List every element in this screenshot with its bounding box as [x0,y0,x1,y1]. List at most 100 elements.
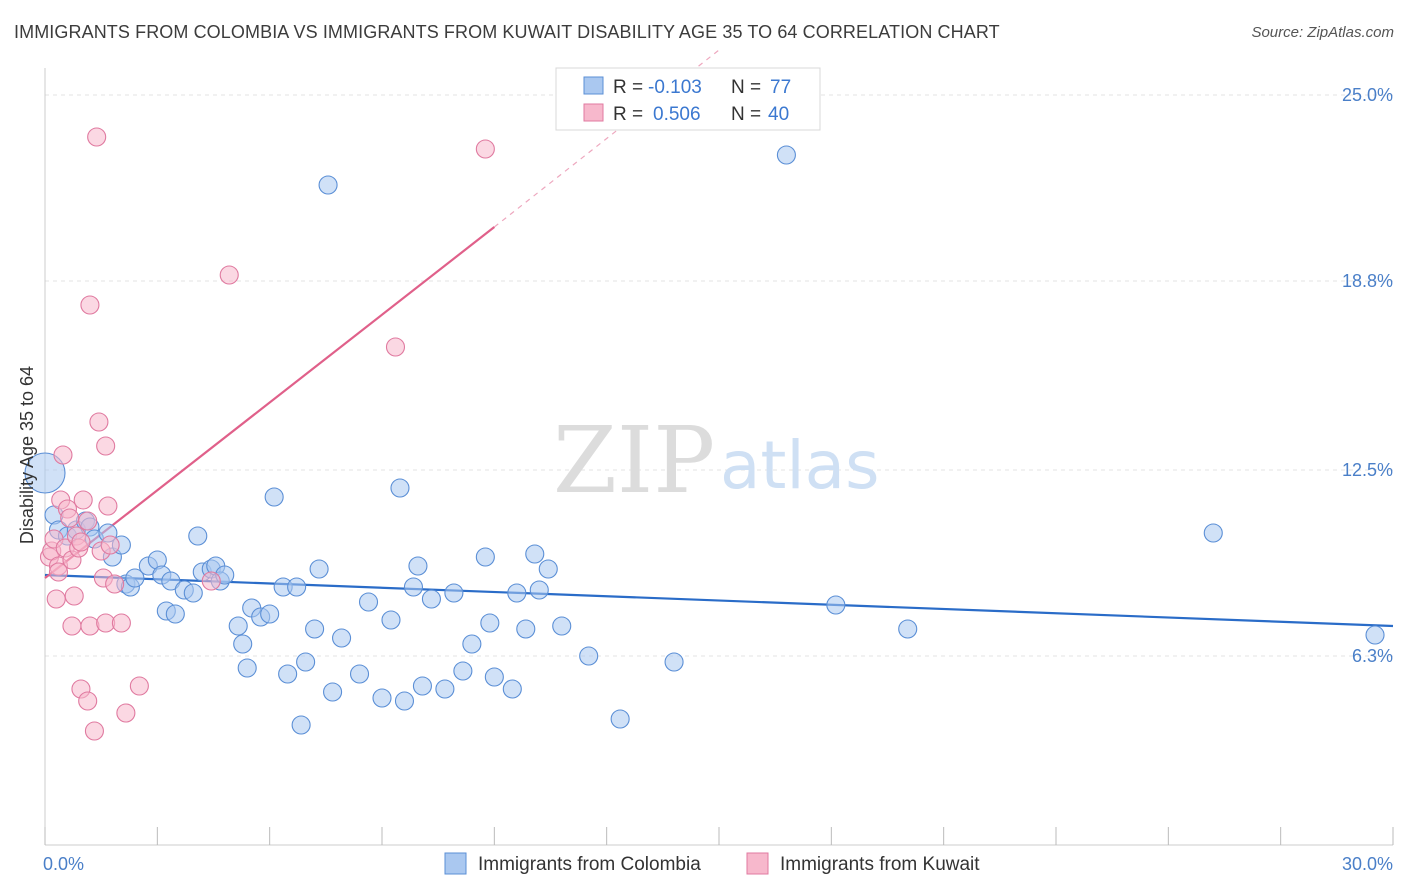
point-kuwait [105,574,125,594]
y-tick-label: 18.8% [1342,271,1393,291]
point-colombia [664,652,684,672]
trend-line-colombia [44,573,1394,628]
point-colombia [381,610,401,630]
point-colombia [529,580,549,600]
point-kuwait [385,337,406,357]
point-colombia [390,478,410,498]
point-colombia [516,619,536,639]
point-colombia [349,664,370,684]
bottom-legend-label-kuwait: Immigrants from Kuwait [780,854,980,875]
point-colombia [421,589,441,609]
y-axis-label: Disability Age 35 to 64 [17,366,37,544]
bottom-legend-swatch-kuwait [746,852,769,875]
legend-r-value-colombia: -0.103 [648,77,702,98]
point-colombia [323,682,343,702]
point-kuwait [111,613,131,633]
point-kuwait [80,616,100,636]
legend-r-value-kuwait: 0.506 [653,104,701,125]
point-colombia [552,616,572,636]
point-colombia [826,595,846,615]
watermark-zip: ZIP [553,407,715,514]
point-colombia [408,556,428,576]
point-colombia [296,652,316,672]
point-colombia [453,661,473,681]
point-colombia [475,547,495,567]
point-kuwait [53,445,73,465]
point-kuwait [219,265,239,285]
point-colombia [579,646,599,666]
point-kuwait [84,721,104,741]
point-kuwait [87,127,107,147]
point-colombia [188,526,208,546]
legend-n-label-kuwait: N = [731,104,761,125]
chart-source: Source: ZipAtlas.com [1251,24,1394,41]
point-colombia [372,688,392,708]
point-colombia [538,559,558,579]
x-tick-label: 30.0% [1342,854,1393,874]
legend-n-label-colombia: N = [731,77,761,98]
point-colombia [183,583,203,603]
point-colombia [125,568,145,588]
point-kuwait [475,139,495,159]
point-colombia [525,544,545,564]
y-tick-label: 12.5% [1342,460,1393,480]
point-colombia [462,634,482,654]
point-kuwait [64,586,84,606]
axes-layer [44,68,1394,846]
bottom-legend-swatch-colombia [444,852,467,875]
point-colombia [394,691,415,711]
point-kuwait [62,616,82,636]
point-kuwait [46,589,66,609]
trend-line-kuwait [44,226,496,579]
point-colombia [278,664,298,684]
point-colombia [502,679,522,699]
point-colombia [287,577,307,597]
legend-swatch-kuwait [583,103,604,122]
grid-layer [45,94,1393,657]
legend-n-value-colombia: 77 [770,77,791,98]
point-colombia [332,628,352,648]
chart-title: IMMIGRANTS FROM COLOMBIA VS IMMIGRANTS F… [14,22,1000,42]
point-colombia [776,145,796,165]
point-kuwait [78,691,98,711]
point-colombia [444,583,464,603]
legend-r-label-colombia: R = [613,77,643,98]
point-kuwait [116,703,136,723]
point-colombia [412,676,432,696]
point-kuwait [96,436,116,456]
trend-layer [44,49,1394,628]
legend-box: R = -0.103 N = 77 R = 0.506 N = 40 [555,67,821,131]
legend-r-label-kuwait: R = [613,104,643,125]
point-colombia [291,715,311,735]
watermark: ZIP atlas [553,407,880,514]
point-kuwait [129,676,149,696]
points-layer [24,127,1385,741]
x-tick-label: 0.0% [43,854,84,874]
point-colombia [161,571,181,591]
bottom-legend-label-colombia: Immigrants from Colombia [478,854,701,875]
point-colombia [480,613,500,633]
legend-swatch-colombia [583,76,604,95]
bottom-legend: Immigrants from Colombia Immigrants from… [444,852,980,875]
point-colombia [1203,523,1223,543]
point-colombia [305,619,325,639]
point-kuwait [100,535,120,555]
point-colombia [309,559,329,579]
point-kuwait [48,562,69,582]
point-colombia [24,452,66,494]
point-kuwait [98,496,118,516]
point-kuwait [80,295,100,315]
point-colombia [507,583,527,603]
point-colombia [237,658,257,678]
point-kuwait [201,571,221,591]
point-kuwait [73,490,93,510]
point-colombia [610,709,630,729]
point-colombia [435,679,455,699]
point-kuwait [71,532,91,552]
point-kuwait [78,511,98,531]
point-colombia [898,619,918,639]
watermark-atlas: atlas [720,427,880,504]
point-colombia [228,616,248,636]
ticks-layer: 6.3% 12.5% 18.8% 25.0% 0.0% 30.0% [43,85,1393,874]
